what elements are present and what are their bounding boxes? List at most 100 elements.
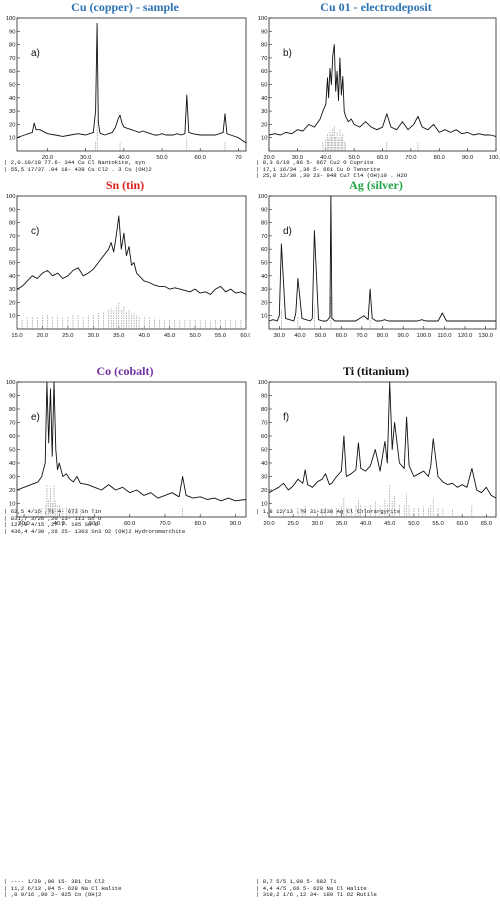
phase-legend-line: | 25,8 12/30 ,30 23- 948 Cu7 Cl4 (OH)10 … — [256, 173, 408, 180]
y-tick-label: 90 — [9, 207, 15, 213]
x-tick-label: 40.0 — [54, 521, 65, 527]
y-tick-label: 100 — [6, 16, 16, 22]
x-tick-label: 60.0 — [377, 155, 388, 161]
phase-legend-line: | 4,4 4/5 ,66 5- 628 Na Cl Halite — [256, 885, 367, 892]
panel-title: Ti (titanium) — [342, 364, 410, 378]
x-tick-label: 130.0 — [478, 333, 493, 339]
xrd-plot: 10 20 30 40 50 60 70 80 90 100 20.0 30.0 40.0 50.0 60.… — [6, 16, 247, 161]
x-tick-label: 65.0 — [481, 521, 492, 527]
x-tick-label: 30.0 — [80, 155, 91, 161]
y-tick-label: 20 — [9, 300, 15, 306]
y-tick-label: 20 — [9, 488, 15, 494]
x-tick-label: 20.0 — [263, 155, 274, 161]
x-tick-label: 25.0 — [288, 521, 299, 527]
phase-legend-line: | 17,1 16/34 ,36 5- 661 Cu O Tenorite — [256, 166, 381, 173]
panel-letter: a) — [31, 48, 40, 59]
phase-legend-line: | 127,9 4/15 ,27 7- 195 Sn O — [4, 522, 98, 529]
x-tick-label: 90.0 — [230, 521, 241, 527]
y-tick-label: 60 — [9, 434, 15, 440]
phase-legend-line: | ---- 1/20 ,00 15- 381 Co Cl2 — [4, 879, 105, 885]
x-tick-label: 50.0 — [156, 155, 167, 161]
y-tick-label: 30 — [9, 287, 15, 293]
y-tick-label: 10 — [9, 314, 15, 320]
x-tick-label: 100.0 — [489, 155, 500, 161]
x-tick-label: 40.0 — [118, 155, 129, 161]
panel-title: Sn (tin) — [105, 178, 145, 192]
x-tick-label: 60.0 — [457, 521, 468, 527]
y-tick-label: 90 — [9, 394, 15, 400]
y-tick-label: 40 — [261, 274, 267, 280]
x-tick-label: 30.0 — [18, 521, 29, 527]
y-tick-label: 80 — [261, 43, 267, 49]
y-tick-label: 10 — [9, 136, 15, 142]
panel-letter: e) — [31, 412, 40, 423]
x-tick-label: 70.0 — [159, 521, 170, 527]
panel-co: Co (cobalt) 10 20 30 40 50 60 70 80 90 100 30.0 40.0… — [0, 364, 250, 913]
x-tick-label: 80.0 — [434, 155, 445, 161]
y-tick-label: 80 — [261, 221, 267, 227]
panel-sn: Sn (tin) 10 20 30 40 50 60 70 80 90 100 15.0 20.0 25.… — [0, 178, 250, 543]
x-tick-label: 80.0 — [377, 333, 388, 339]
y-tick-label: 20 — [261, 488, 267, 494]
phase-legend-line: | 1,8 12/13 .79 31-1238 Ag Cl Chlorargyr… — [256, 509, 401, 515]
y-tick-label: 30 — [261, 475, 267, 481]
xrd-plot: 10 20 30 40 50 60 70 80 90 100 30.0 40.0 50.0 60.0 70.… — [6, 380, 247, 527]
y-tick-label: 50 — [261, 261, 267, 267]
phase-legend-line: | 319,2 1/6 ,12 34- 180 Ti O2 Rutile — [256, 892, 377, 899]
panel-letter: b) — [283, 48, 292, 59]
y-tick-label: 10 — [261, 502, 267, 508]
panel-title: Ag (silver) — [349, 178, 403, 192]
x-tick-label: 40.0 — [294, 333, 305, 339]
y-tick-label: 50 — [261, 448, 267, 454]
phase-legend: | 8,7 5/5 1,00 5- 682 Ti | 4,4 4/5 ,66 5-… — [256, 879, 498, 899]
x-tick-label: 45.0 — [384, 521, 395, 527]
y-tick-label: 70 — [9, 421, 15, 427]
y-tick-label: 20 — [261, 122, 267, 128]
y-tick-label: 40 — [261, 96, 267, 102]
plot-frame — [16, 381, 247, 518]
xrd-plot: 10 20 30 40 50 60 70 80 90 100 20.0 30.0 40.0 50.0 60.… — [258, 16, 500, 161]
x-tick-label: 20.0 — [37, 333, 48, 339]
phase-legend-line: | 8,7 5/5 1,00 5- 682 Ti — [256, 879, 337, 885]
x-tick-label: 45.0 — [164, 333, 175, 339]
x-tick-label: 30.0 — [274, 333, 285, 339]
phase-legend-line: | 62,5 4/16 ,71 4- 673 Sn Tin — [4, 509, 102, 515]
y-tick-label: 70 — [261, 234, 267, 240]
y-tick-label: 80 — [9, 221, 15, 227]
x-tick-label: 90.0 — [397, 333, 408, 339]
x-tick-label: 20.0 — [263, 521, 274, 527]
y-tick-label: 100 — [258, 16, 268, 22]
x-tick-label: 70.0 — [405, 155, 416, 161]
xrd-plot: 10 20 30 40 50 60 70 80 90 100 20.0 25.0 30.0 35.0 40.… — [258, 380, 497, 527]
y-tick-label: 60 — [261, 69, 267, 75]
x-tick-label: 40.0 — [139, 333, 150, 339]
x-tick-label: 110.0 — [437, 333, 451, 339]
phase-legend: | ---- 1/20 ,00 15- 381 Co Cl2 | 11,2 6/1… — [4, 879, 248, 899]
x-tick-label: 70.0 — [356, 333, 367, 339]
x-tick-label: 80.0 — [195, 521, 206, 527]
x-tick-label: 60.0 — [240, 333, 250, 339]
x-tick-label: 25.0 — [62, 333, 73, 339]
y-tick-label: 50 — [9, 448, 15, 454]
y-tick-label: 40 — [9, 461, 15, 467]
y-tick-label: 10 — [9, 502, 15, 508]
x-tick-label: 50.0 — [408, 521, 419, 527]
y-tick-label: 30 — [9, 109, 15, 115]
x-tick-label: 60.0 — [124, 521, 135, 527]
panel-letter: d) — [283, 226, 292, 237]
y-tick-label: 90 — [261, 29, 267, 35]
phase-legend: | 62,5 4/16 ,71 4- 673 Sn Tin | 831,7 3/2… — [4, 509, 248, 535]
y-tick-label: 90 — [9, 29, 15, 35]
series-line — [16, 215, 247, 295]
y-tick-label: 30 — [9, 475, 15, 481]
y-tick-label: 60 — [9, 69, 15, 75]
x-tick-label: 120.0 — [458, 333, 473, 339]
y-tick-label: 70 — [261, 56, 267, 62]
phase-legend-line: | 55,5 17/37 .04 18- 439 Cu Cl2 . 3 Cu (… — [4, 166, 152, 173]
x-tick-label: 100.0 — [417, 333, 432, 339]
y-tick-label: 50 — [261, 83, 267, 89]
series-line — [268, 195, 496, 322]
panel-ag: Ag (silver) 10 20 30 40 50 60 70 80 90 100 30.0 40.0… — [252, 178, 500, 543]
phase-legend-line: | 831,7 3/26 ,20 13- 111 Sn O — [4, 515, 102, 522]
y-tick-label: 40 — [9, 96, 15, 102]
